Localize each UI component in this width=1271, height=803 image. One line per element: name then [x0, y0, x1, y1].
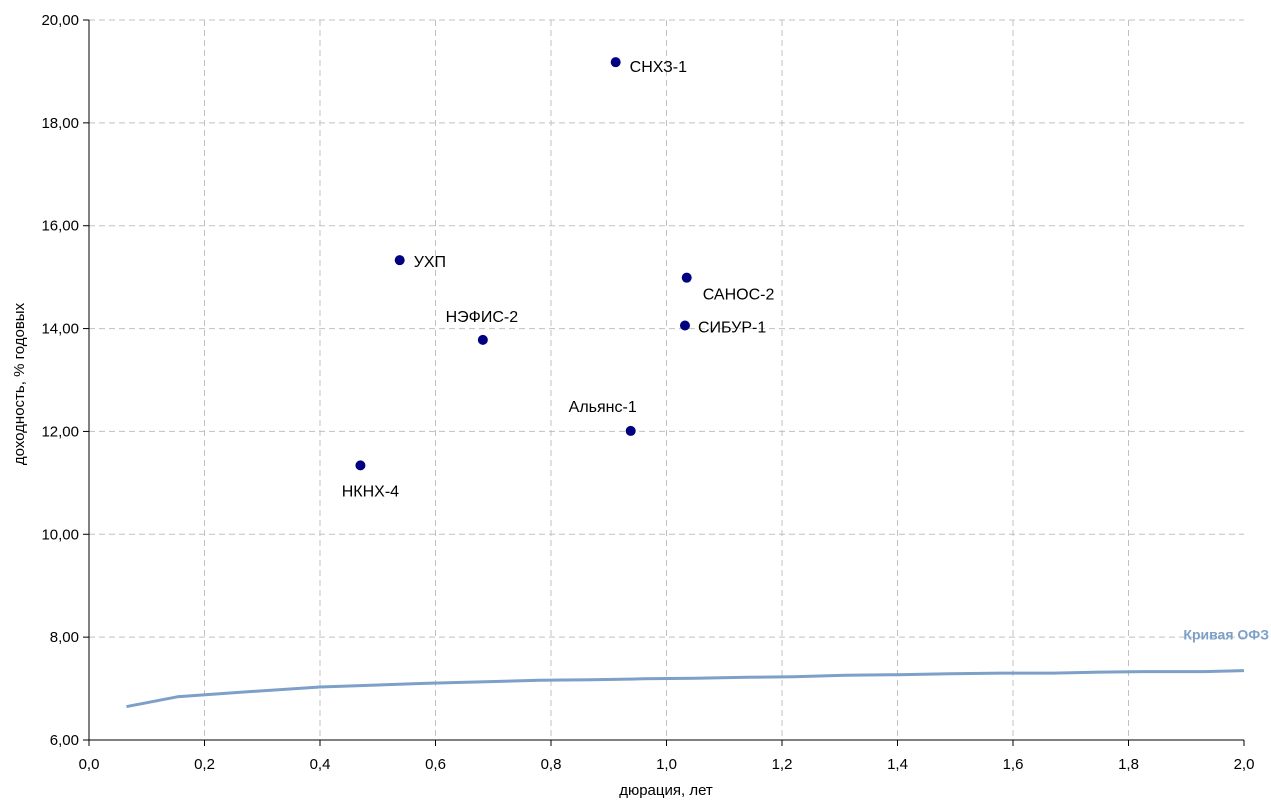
- x-tick-label: 1,0: [656, 756, 677, 773]
- data-point-label: НКНХ-4: [342, 483, 399, 500]
- points-layer: [355, 57, 692, 471]
- x-tick-label: 0,4: [310, 756, 331, 773]
- y-tick-label: 12,00: [41, 423, 79, 440]
- data-point: [679, 320, 690, 331]
- y-axis-title: доходность, % годовых: [11, 302, 28, 465]
- x-tick-label: 1,4: [887, 756, 908, 773]
- labels-layer: Кривая ОФЗ СНХЗ-1 УХП САНОС-2 СИБУР-1 НЭФИС-2…: [342, 59, 1269, 642]
- x-tick-label: 1,6: [1003, 756, 1024, 773]
- data-point: [625, 425, 636, 436]
- curve-layer: [126, 669, 1245, 709]
- x-tick-label: 0,6: [425, 756, 446, 773]
- x-tick-label: 0,8: [541, 756, 562, 773]
- grid-layer: [89, 19, 1244, 740]
- data-point: [477, 334, 488, 345]
- data-point: [355, 460, 366, 471]
- y-tick-label: 18,00: [41, 115, 79, 132]
- y-tick-label: 6,00: [50, 732, 79, 749]
- y-tick-label: 10,00: [41, 526, 79, 543]
- data-point: [681, 272, 692, 283]
- data-point-label: СИБУР-1: [698, 319, 766, 336]
- axes-layer: 0,0 0,2 0,4 0,6 0,8 1,0 1,2 1,4 1,6 1,8 2,0 6,00 8,0…: [41, 12, 1254, 773]
- y-tick-label: 20,00: [41, 12, 79, 29]
- data-point: [610, 57, 621, 68]
- ofz-curve-label: Кривая ОФЗ: [1183, 627, 1269, 643]
- x-tick-label: 1,2: [772, 756, 793, 773]
- y-tick-label: 16,00: [41, 218, 79, 235]
- y-tick-label: 8,00: [50, 629, 79, 646]
- x-tick-label: 0,0: [79, 756, 100, 773]
- x-tick-label: 0,2: [194, 756, 215, 773]
- data-point-label: НЭФИС-2: [446, 309, 519, 326]
- x-tick-label: 1,8: [1118, 756, 1139, 773]
- data-point-label: Альянс-1: [569, 399, 637, 416]
- data-point-label: САНОС-2: [703, 287, 775, 304]
- ofz-curve-line: [126, 669, 1245, 709]
- x-axis-title: дюрация, лет: [619, 782, 713, 798]
- y-tick-label: 14,00: [41, 321, 79, 338]
- data-point: [394, 255, 405, 266]
- x-tick-label: 2,0: [1234, 756, 1255, 773]
- data-point-label: УХП: [414, 254, 446, 271]
- data-point-label: СНХЗ-1: [630, 59, 687, 76]
